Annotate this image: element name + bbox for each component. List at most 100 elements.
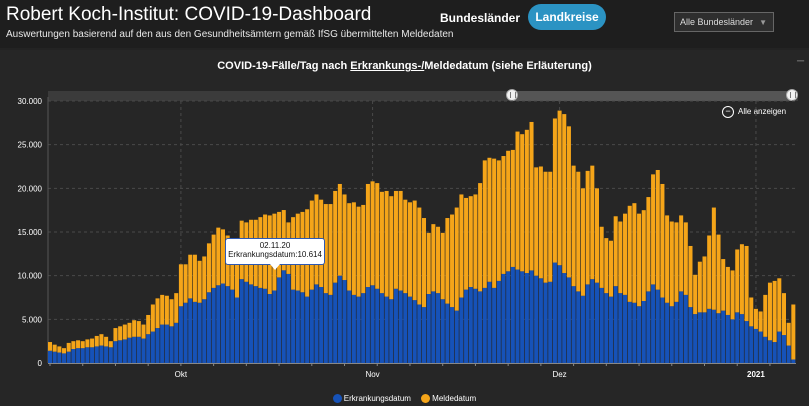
bar-erkrankungsdatum[interactable]: [398, 290, 403, 363]
bar-meldedatum[interactable]: [557, 110, 562, 266]
bar-meldedatum[interactable]: [548, 171, 553, 282]
bar-meldedatum[interactable]: [108, 341, 113, 348]
bar-erkrankungsdatum[interactable]: [309, 289, 314, 363]
bar-erkrankungsdatum[interactable]: [744, 321, 749, 363]
bar-meldedatum[interactable]: [641, 210, 646, 301]
bar-erkrankungsdatum[interactable]: [464, 289, 469, 363]
bar-erkrankungsdatum[interactable]: [515, 269, 520, 363]
bar-meldedatum[interactable]: [571, 165, 576, 287]
bar-meldedatum[interactable]: [501, 156, 506, 274]
bar-erkrankungsdatum[interactable]: [375, 288, 380, 363]
bar-erkrankungsdatum[interactable]: [132, 336, 137, 363]
bar-meldedatum[interactable]: [749, 297, 754, 327]
bar-meldedatum[interactable]: [599, 226, 604, 288]
bar-meldedatum[interactable]: [510, 149, 515, 267]
bar-meldedatum[interactable]: [669, 221, 674, 307]
bar-erkrankungsdatum[interactable]: [585, 284, 590, 363]
bar-erkrankungsdatum[interactable]: [786, 345, 791, 363]
bar-meldedatum[interactable]: [655, 169, 660, 290]
bar-erkrankungsdatum[interactable]: [57, 352, 62, 363]
bar-meldedatum[interactable]: [781, 293, 786, 336]
bar-meldedatum[interactable]: [623, 213, 628, 295]
bar-meldedatum[interactable]: [524, 129, 529, 274]
bar-meldedatum[interactable]: [52, 344, 57, 352]
bar-erkrankungsdatum[interactable]: [99, 345, 104, 363]
bar-erkrankungsdatum[interactable]: [548, 281, 553, 363]
bar-erkrankungsdatum[interactable]: [538, 278, 543, 363]
bar-erkrankungsdatum[interactable]: [155, 328, 160, 363]
bar-erkrankungsdatum[interactable]: [319, 287, 324, 363]
bar-meldedatum[interactable]: [164, 295, 169, 325]
bar-erkrankungsdatum[interactable]: [164, 324, 169, 363]
bar-erkrankungsdatum[interactable]: [422, 307, 427, 363]
bar-erkrankungsdatum[interactable]: [599, 287, 604, 363]
bar-meldedatum[interactable]: [365, 183, 370, 288]
bar-erkrankungsdatum[interactable]: [702, 312, 707, 363]
bar-erkrankungsdatum[interactable]: [403, 293, 408, 363]
bar-meldedatum[interactable]: [529, 121, 534, 271]
bar-meldedatum[interactable]: [211, 234, 216, 288]
bar-erkrankungsdatum[interactable]: [440, 299, 445, 363]
bar-erkrankungsdatum[interactable]: [76, 348, 81, 363]
bar-erkrankungsdatum[interactable]: [777, 331, 782, 363]
bar-erkrankungsdatum[interactable]: [711, 309, 716, 363]
bar-erkrankungsdatum[interactable]: [356, 296, 361, 363]
bar-erkrankungsdatum[interactable]: [192, 301, 197, 363]
bar-erkrankungsdatum[interactable]: [370, 285, 375, 363]
bar-meldedatum[interactable]: [328, 204, 333, 295]
bar-erkrankungsdatum[interactable]: [506, 271, 511, 363]
bar-erkrankungsdatum[interactable]: [90, 347, 95, 363]
bar-erkrankungsdatum[interactable]: [534, 275, 539, 363]
bundeslaender-button[interactable]: Bundesländer: [440, 11, 521, 25]
bar-erkrankungsdatum[interactable]: [417, 304, 422, 363]
bar-erkrankungsdatum[interactable]: [613, 286, 618, 363]
bar-meldedatum[interactable]: [767, 282, 772, 341]
bar-erkrankungsdatum[interactable]: [286, 273, 291, 363]
bar-meldedatum[interactable]: [482, 160, 487, 288]
bar-meldedatum[interactable]: [786, 322, 791, 346]
bar-erkrankungsdatum[interactable]: [651, 284, 656, 363]
bar-erkrankungsdatum[interactable]: [235, 297, 240, 364]
bar-erkrankungsdatum[interactable]: [655, 289, 660, 363]
bar-erkrankungsdatum[interactable]: [361, 293, 366, 363]
bar-meldedatum[interactable]: [160, 294, 165, 325]
bar-meldedatum[interactable]: [777, 278, 782, 332]
bar-meldedatum[interactable]: [94, 335, 99, 347]
bar-meldedatum[interactable]: [440, 232, 445, 300]
bar-meldedatum[interactable]: [688, 245, 693, 308]
bar-erkrankungsdatum[interactable]: [393, 288, 398, 363]
range-slider-selection[interactable]: [511, 91, 792, 101]
bar-meldedatum[interactable]: [337, 183, 342, 276]
bar-erkrankungsdatum[interactable]: [641, 300, 646, 363]
bar-meldedatum[interactable]: [459, 194, 464, 298]
bar-erkrankungsdatum[interactable]: [80, 348, 85, 363]
bar-erkrankungsdatum[interactable]: [637, 306, 642, 363]
bar-meldedatum[interactable]: [150, 304, 155, 332]
bar-meldedatum[interactable]: [534, 167, 539, 276]
bar-erkrankungsdatum[interactable]: [211, 287, 216, 363]
bar-meldedatum[interactable]: [464, 197, 469, 290]
bar-erkrankungsdatum[interactable]: [669, 306, 674, 363]
bar-erkrankungsdatum[interactable]: [216, 285, 221, 363]
bar-erkrankungsdatum[interactable]: [730, 319, 735, 363]
landkreise-button[interactable]: Landkreise: [528, 4, 606, 30]
bar-meldedatum[interactable]: [436, 226, 441, 294]
bar-erkrankungsdatum[interactable]: [496, 280, 501, 363]
bar-erkrankungsdatum[interactable]: [767, 340, 772, 363]
bar-meldedatum[interactable]: [202, 256, 207, 300]
bar-erkrankungsdatum[interactable]: [436, 293, 441, 363]
bar-erkrankungsdatum[interactable]: [688, 307, 693, 363]
bar-erkrankungsdatum[interactable]: [468, 287, 473, 363]
bar-meldedatum[interactable]: [450, 214, 455, 308]
bar-erkrankungsdatum[interactable]: [277, 277, 282, 363]
bar-erkrankungsdatum[interactable]: [202, 299, 207, 363]
bar-erkrankungsdatum[interactable]: [85, 347, 90, 363]
bar-meldedatum[interactable]: [113, 328, 118, 342]
bar-erkrankungsdatum[interactable]: [178, 306, 183, 363]
bar-meldedatum[interactable]: [679, 215, 684, 292]
bar-erkrankungsdatum[interactable]: [697, 312, 702, 363]
bar-erkrankungsdatum[interactable]: [365, 287, 370, 363]
bar-erkrankungsdatum[interactable]: [220, 283, 225, 363]
bar-meldedatum[interactable]: [594, 188, 599, 283]
bar-erkrankungsdatum[interactable]: [52, 351, 57, 363]
